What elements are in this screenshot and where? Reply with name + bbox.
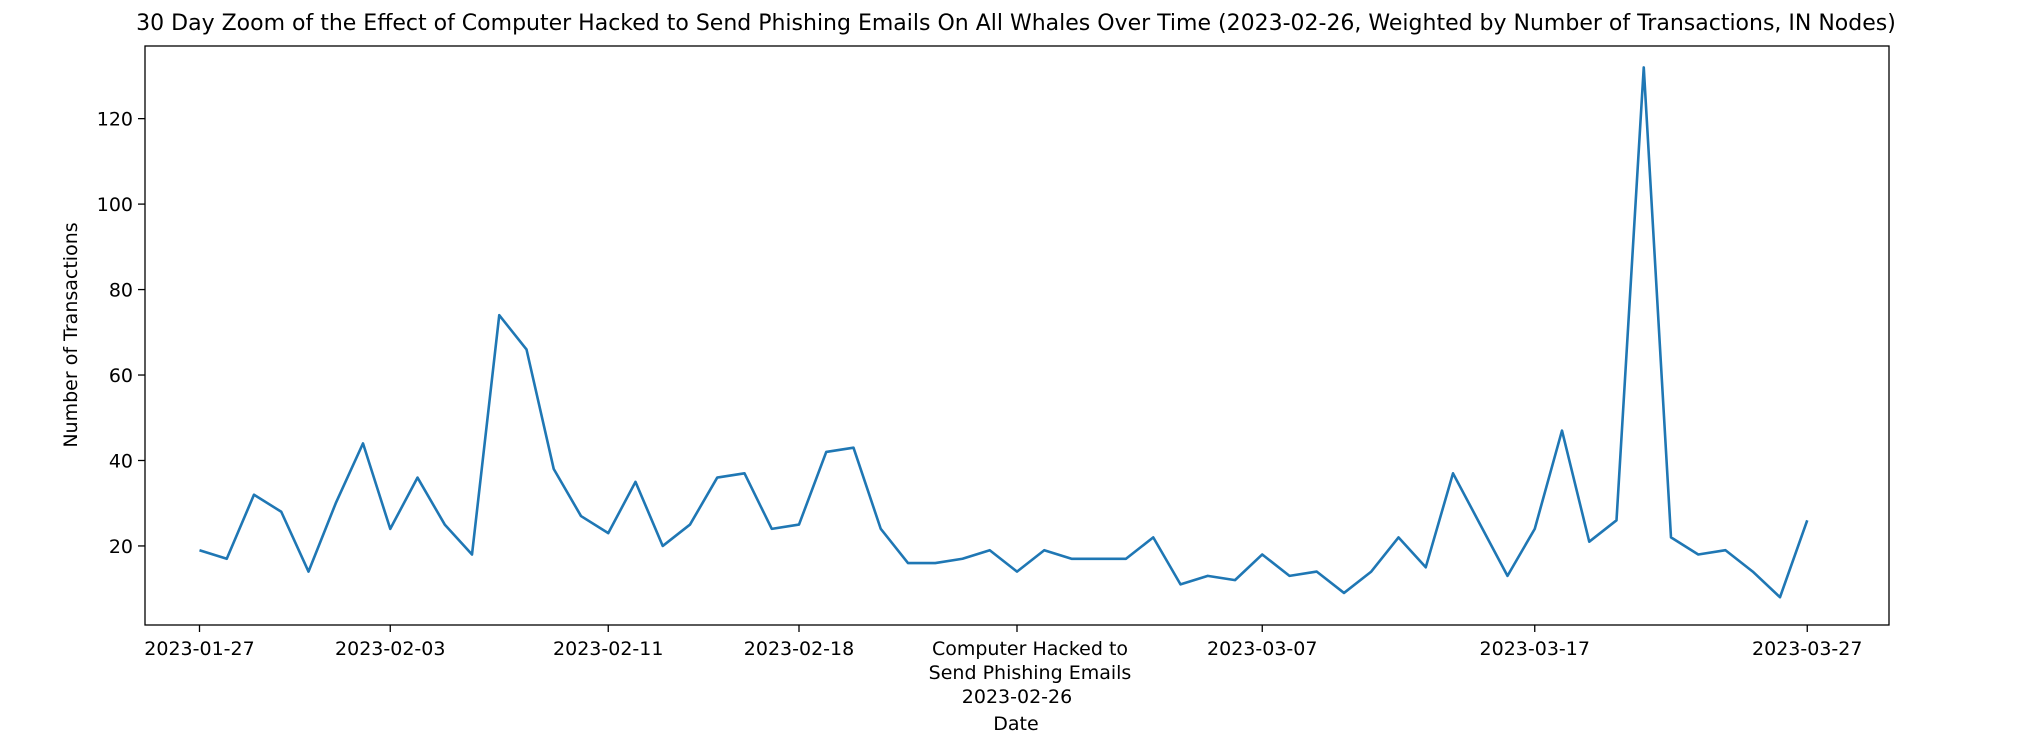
- x-tick-label: 2023-02-26: [962, 686, 1072, 708]
- chart-title: 30 Day Zoom of the Effect of Computer Ha…: [136, 11, 1896, 36]
- x-tick-label: 2023-01-27: [144, 638, 254, 660]
- x-tick-label: 2023-02-11: [553, 638, 663, 660]
- y-axis-label: Number of Transactions: [60, 222, 82, 447]
- x-tick-label: 2023-03-27: [1752, 638, 1862, 660]
- y-tick-label: 20: [109, 536, 133, 558]
- x-tick-label: 2023-02-18: [744, 638, 854, 660]
- y-tick-label: 120: [97, 109, 133, 131]
- x-axis: 2023-01-27 2023-02-03 2023-02-11 2023-02-18…: [144, 625, 1862, 708]
- series-line: [199, 66, 1809, 599]
- x-tick-label: 2023-02-03: [335, 638, 445, 660]
- y-tick-label: 40: [109, 450, 133, 472]
- x-tick-label: 2023-03-07: [1207, 638, 1317, 660]
- annotation-line-2: Send Phishing Emails: [929, 662, 1132, 684]
- y-tick-label: 100: [97, 194, 133, 216]
- y-axis: 20 40 60 80 100 120: [97, 109, 145, 558]
- x-axis-label: Date: [993, 713, 1038, 735]
- annotation-line-1: Computer Hacked to: [932, 638, 1128, 660]
- x-tick-label: 2023-03-17: [1480, 638, 1590, 660]
- y-tick-label: 60: [109, 365, 133, 387]
- y-tick-label: 80: [109, 280, 133, 302]
